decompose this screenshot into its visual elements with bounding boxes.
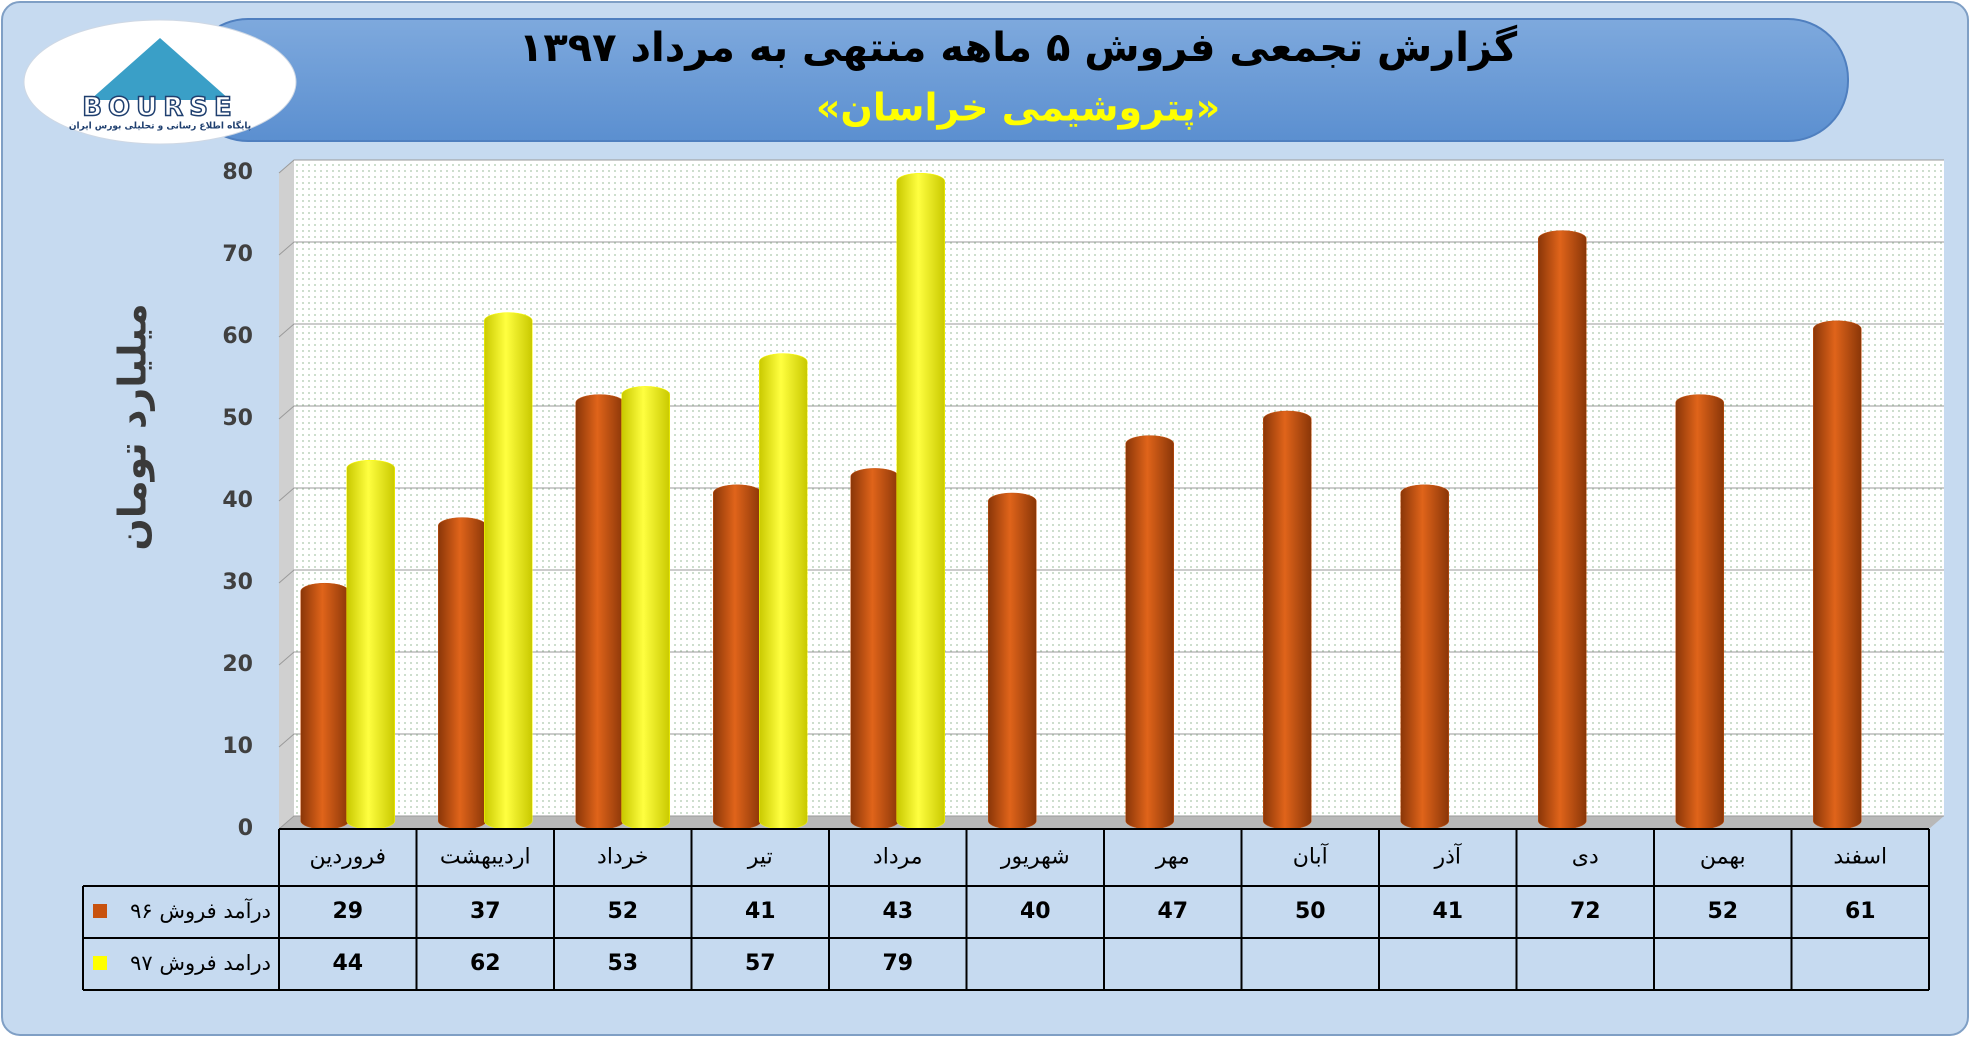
bar	[988, 492, 1037, 830]
y-tick-label: 60	[222, 324, 253, 349]
bar	[575, 394, 624, 830]
data-table-value: 40	[1020, 899, 1051, 924]
bars	[300, 172, 1862, 830]
grid-line	[278, 487, 1944, 502]
data-table: فروردین اردیبهشت خرداد تیر مرداد شهریور مهر آبا…	[82, 828, 1930, 991]
y-tick-label: 30	[222, 570, 253, 595]
grid-line	[278, 159, 1944, 174]
bar	[346, 459, 395, 830]
grid-line	[278, 815, 1944, 830]
data-table-value: 53	[607, 951, 638, 976]
x-tick-label: آذر	[1433, 843, 1461, 870]
y-tick-label: 70	[222, 242, 253, 267]
bar	[713, 484, 762, 830]
grid-line	[278, 733, 1944, 748]
x-tick-label: تیر	[747, 845, 773, 870]
grid-line	[278, 405, 1944, 420]
logo-text: BOURSE	[82, 93, 238, 123]
grid-line	[278, 569, 1944, 584]
y-tick-label: 50	[222, 406, 253, 431]
legend-label: درامد فروش ۹۷	[130, 951, 271, 975]
y-tick-label: 80	[222, 160, 253, 185]
bar	[438, 517, 487, 830]
data-table-value: 41	[745, 899, 776, 924]
grid-line	[278, 651, 1944, 666]
y-tick-label: 10	[222, 734, 253, 759]
grid-line	[278, 241, 1944, 256]
legend-label: درآمد فروش ۹۶	[130, 898, 271, 923]
data-table-value: 43	[882, 899, 913, 924]
bar	[1813, 320, 1862, 830]
data-table-value: 50	[1295, 899, 1326, 924]
data-table-value: 37	[470, 899, 501, 924]
x-tick-label: اسفند	[1833, 845, 1887, 870]
data-table-value: 52	[607, 899, 638, 924]
data-table-value: 61	[1845, 899, 1876, 924]
bar	[759, 353, 808, 830]
data-table-value: 29	[332, 899, 363, 924]
data-table-value: 44	[332, 951, 363, 976]
x-tick-label: مهر	[1155, 845, 1190, 870]
data-table-value: 52	[1707, 899, 1738, 924]
x-tick-label: اردیبهشت	[440, 845, 531, 870]
bar	[1125, 435, 1174, 830]
data-table-value: 79	[882, 951, 913, 976]
data-table-value: 62	[470, 951, 501, 976]
grid-line	[278, 323, 1944, 338]
data-table-value: 47	[1157, 899, 1188, 924]
logo-shape	[90, 38, 230, 100]
bar	[484, 312, 533, 830]
bar	[1400, 484, 1449, 830]
x-tick-label: بهمن	[1700, 845, 1746, 870]
data-table-value: 41	[1432, 899, 1463, 924]
logo-caption: پایگاه اطلاع رسانی و تحلیلی بورس ایران	[69, 120, 251, 132]
x-tick-label: مرداد	[873, 845, 923, 870]
bar	[300, 582, 349, 830]
chart-title: گزارش تجمعی فروش ۵ ماهه منتهی به مرداد ۱…	[519, 24, 1518, 71]
bar	[1675, 394, 1724, 830]
bar	[1263, 410, 1312, 830]
bar	[621, 386, 670, 830]
x-tick-label: شهریور	[1000, 845, 1070, 870]
chart-subtitle: «پتروشیمی خراسان»	[816, 86, 1220, 131]
y-tick-label: 40	[222, 488, 253, 513]
x-tick-label: دی	[1572, 845, 1599, 870]
bar	[896, 172, 945, 830]
legend-swatch	[93, 904, 107, 918]
x-tick-label: خرداد	[597, 845, 648, 870]
grid: 0 10 20 30 40 50 60 70 80	[222, 159, 1944, 841]
x-tick-label: آبان	[1293, 843, 1329, 870]
bar	[1538, 230, 1587, 830]
bar	[850, 468, 899, 830]
data-table-value: 57	[745, 951, 776, 976]
y-tick-label: 20	[222, 652, 253, 677]
data-table-value: 72	[1570, 899, 1601, 924]
y-axis-label: میلیارد تومان	[111, 303, 155, 550]
legend-swatch	[93, 956, 107, 970]
x-tick-label: فروردین	[309, 845, 386, 870]
floor	[279, 816, 1944, 829]
y-tick-label: 0	[238, 816, 253, 841]
